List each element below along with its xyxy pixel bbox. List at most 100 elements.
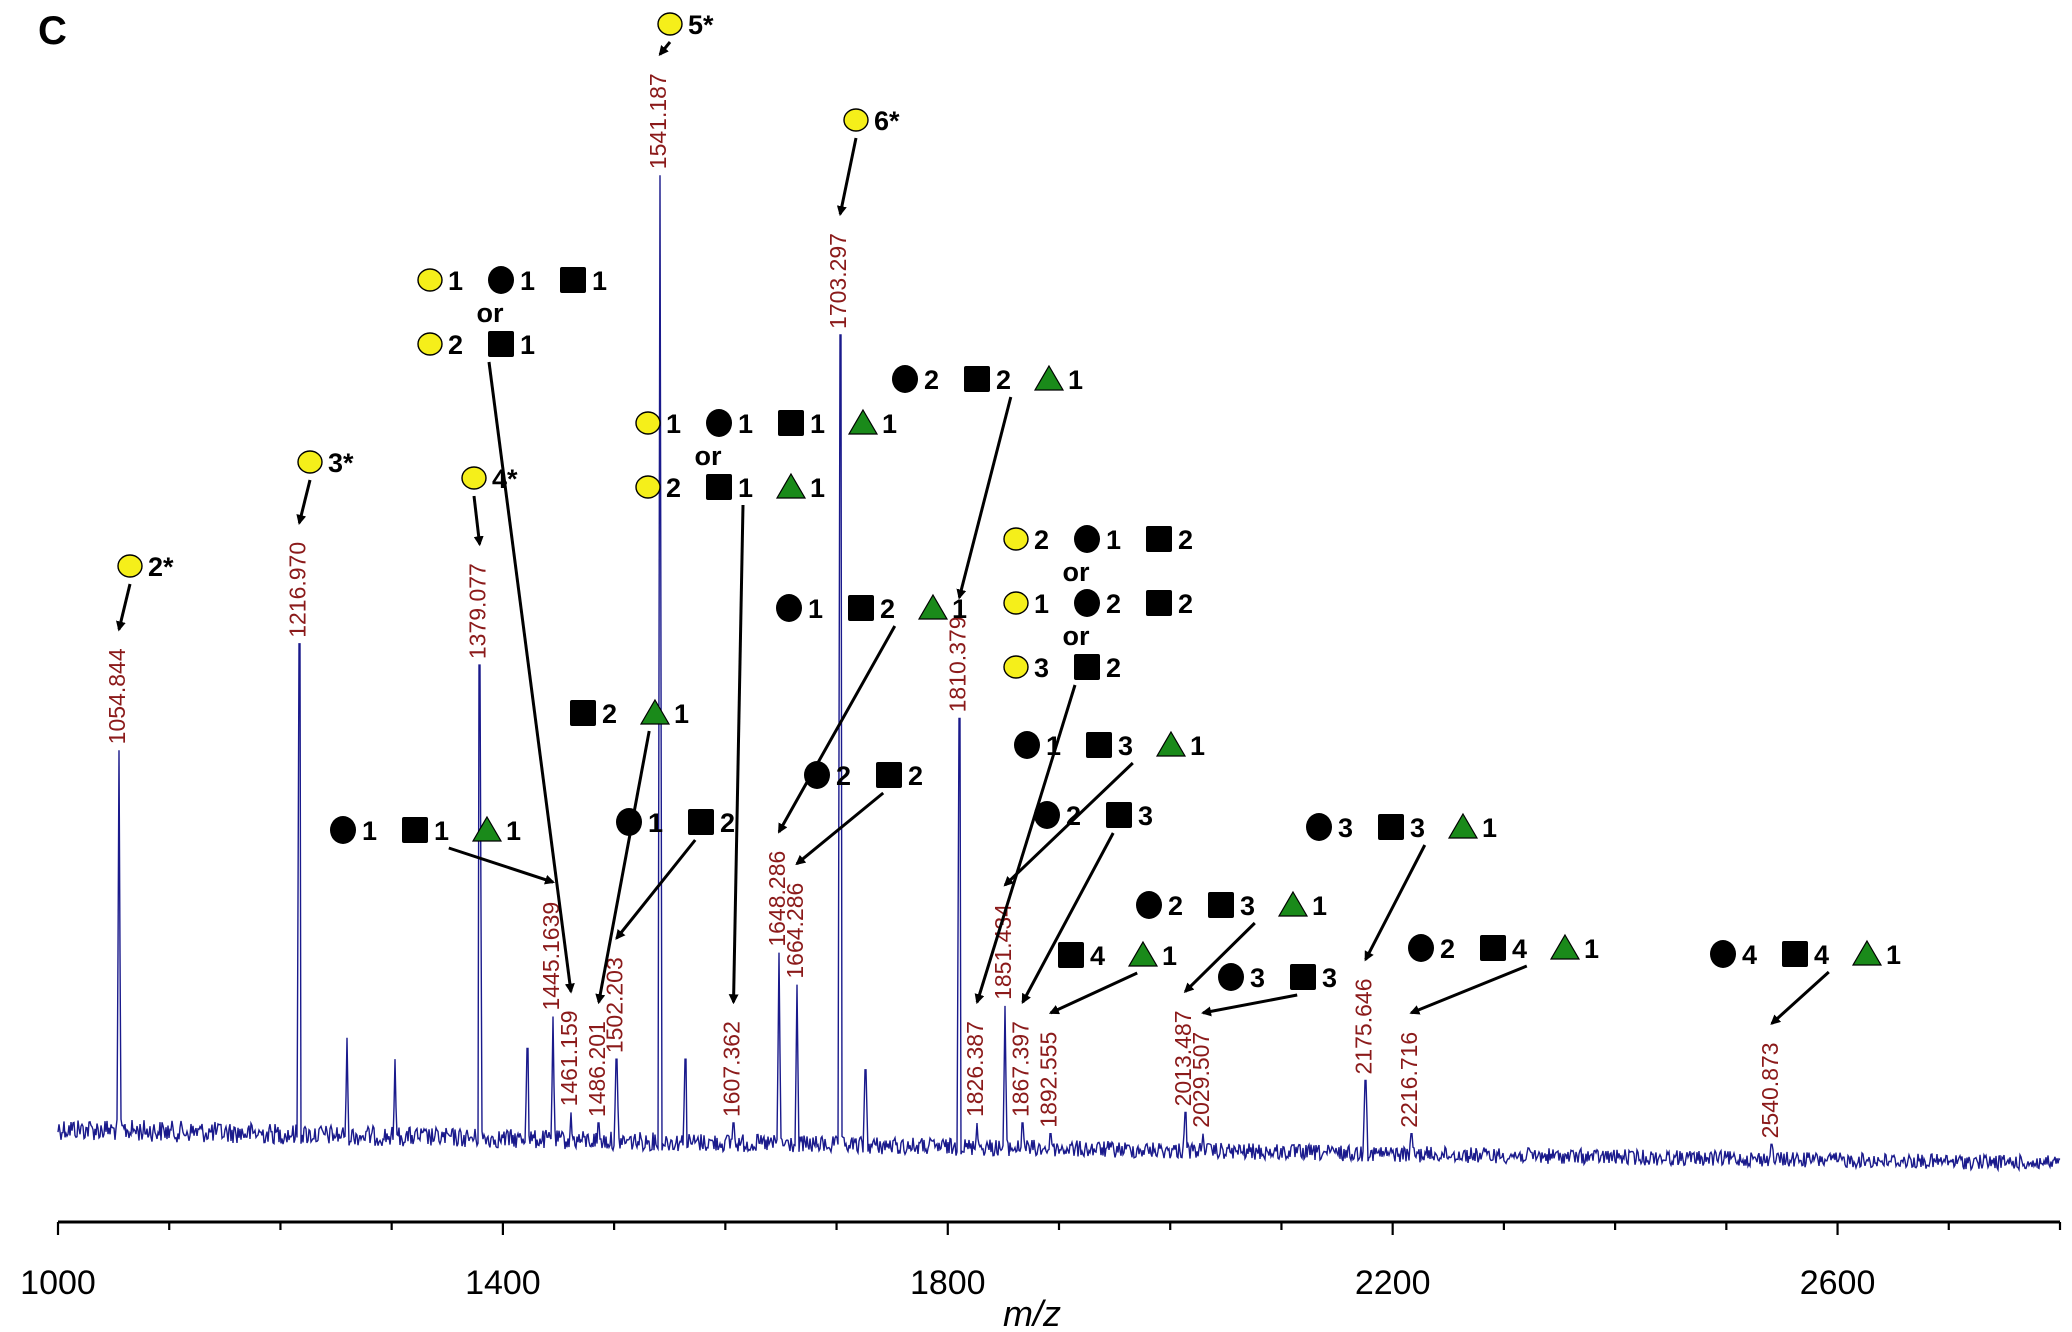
annotation-arrow [448,846,556,885]
monosaccharide-count: 3 [1240,891,1255,921]
peak-mz-label: 1541.187 [645,73,671,169]
mannose-circle-icon [330,816,356,844]
monosaccharide-count: 1 [434,816,449,846]
monosaccharide-count: 2 [1066,801,1081,831]
fucose-triangle-icon [1277,890,1309,917]
peak-mz-label: 1648.286 [764,851,790,947]
monosaccharide-count: 1 [808,594,823,624]
galactose-circle-icon [297,450,323,474]
mannose-circle-icon [616,808,642,836]
monosaccharide-count: 2 [448,330,463,360]
x-tick-label: 2600 [1800,1264,1876,1302]
glcnac-square-icon [1146,526,1172,552]
annotation-arrow [1003,761,1134,887]
monosaccharide-count: 1 [666,409,681,439]
monosaccharide-count: 3 [1138,801,1153,831]
glcnac-square-icon [848,595,874,621]
glcnac-square-icon [778,410,804,436]
monosaccharide-count: 1 [648,808,663,838]
glcnac-square-icon [876,762,902,788]
fucose-triangle-icon [1549,933,1581,960]
mannose-circle-icon [1074,589,1100,617]
glcnac-square-icon [488,331,514,357]
peak-mz-label: 1054.844 [104,648,130,744]
peak-mz-label: 1486.201 [584,1021,610,1117]
monosaccharide-count: 1 [1106,525,1121,555]
monosaccharide-count: 1 [674,699,689,729]
mannose-circle-icon [1218,963,1244,991]
annotation-arrow [1409,964,1528,1015]
galactose-circle-icon [635,475,661,499]
annotation-arrow [1364,844,1427,962]
monosaccharide-count: 2 [1106,589,1121,619]
monosaccharide-count: 2 [880,594,895,624]
galactose-circle-icon [1003,655,1029,679]
monosaccharide-count: 2 [1034,525,1049,555]
monosaccharide-count: 1 [1068,365,1083,395]
mannose-circle-icon [1710,940,1736,968]
annotation-arrow [728,504,745,1005]
monosaccharide-count: 2 [1178,525,1193,555]
fucose-triangle-icon [1155,730,1187,757]
glcnac-square-icon [688,809,714,835]
fucose-triangle-icon [639,698,671,725]
x-tick-label: 1800 [910,1264,986,1302]
x-tick-label: 1000 [20,1264,96,1302]
monosaccharide-count: 4 [1512,934,1527,964]
monosaccharide-count: 1 [882,409,897,439]
galactose-circle-icon [417,332,443,356]
fucose-triangle-icon [917,593,949,620]
mannose-circle-icon [776,594,802,622]
monosaccharide-count: 1 [738,409,753,439]
glcnac-square-icon [570,700,596,726]
monosaccharide-count: 2 [1106,653,1121,683]
peak-mz-label: 1664.286 [782,883,808,979]
glcnac-square-icon [1782,941,1808,967]
mannose-circle-icon [892,365,918,393]
annotation-arrow [974,684,1077,1005]
mannose-circle-icon [1136,891,1162,919]
monosaccharide-count: 2 [720,808,735,838]
spectrum-trace [57,175,2061,1173]
monosaccharide-count: 1 [1886,940,1901,970]
annotation-arrow [836,137,858,217]
glcnac-square-icon [1208,892,1234,918]
galactose-circle-icon [417,268,443,292]
galactose-circle-icon [117,554,143,578]
monosaccharide-count: 1 [1482,813,1497,843]
glcnac-square-icon [706,474,732,500]
peak-mz-label: 1892.555 [1036,1032,1062,1128]
monosaccharide-count: 1 [952,594,967,624]
monosaccharide-count: 1 [1190,731,1205,761]
monosaccharide-count: 2 [924,365,939,395]
peak-mz-label: 2013.487 [1170,1010,1196,1106]
mannose-circle-icon [1014,731,1040,759]
glcnac-square-icon [1480,935,1506,961]
mannose-circle-icon [706,409,732,437]
monosaccharide-count: 3 [1322,963,1337,993]
monosaccharide-count: 2 [908,761,923,791]
glcnac-square-icon [1146,590,1172,616]
glcnac-square-icon [1086,732,1112,758]
galactose-circle-icon [1003,527,1029,551]
annotation-arrow [116,583,132,632]
galactose-circle-icon [461,466,487,490]
mannose-circle-icon [1306,813,1332,841]
monosaccharide-count: 4 [1090,941,1105,971]
monosaccharide-count: 2 [1178,589,1193,619]
monosaccharide-count: 4 [1742,940,1757,970]
spectrum-line [57,175,2061,1173]
galactose-circle-icon [657,12,683,36]
monosaccharide-count: 1 [1162,941,1177,971]
monosaccharide-count: 1 [1046,731,1061,761]
monosaccharide-count: 1 [1584,934,1599,964]
monosaccharide-count: 4 [1814,940,1829,970]
annotation-arrow [658,41,672,56]
or-label: or [1063,621,1090,651]
monosaccharide-count: 2* [148,552,174,582]
galactose-circle-icon [843,108,869,132]
monosaccharide-count: 1 [506,816,521,846]
peak-mz-label: 1810.379 [944,616,970,712]
fucose-triangle-icon [1033,364,1065,391]
mannose-circle-icon [804,761,830,789]
